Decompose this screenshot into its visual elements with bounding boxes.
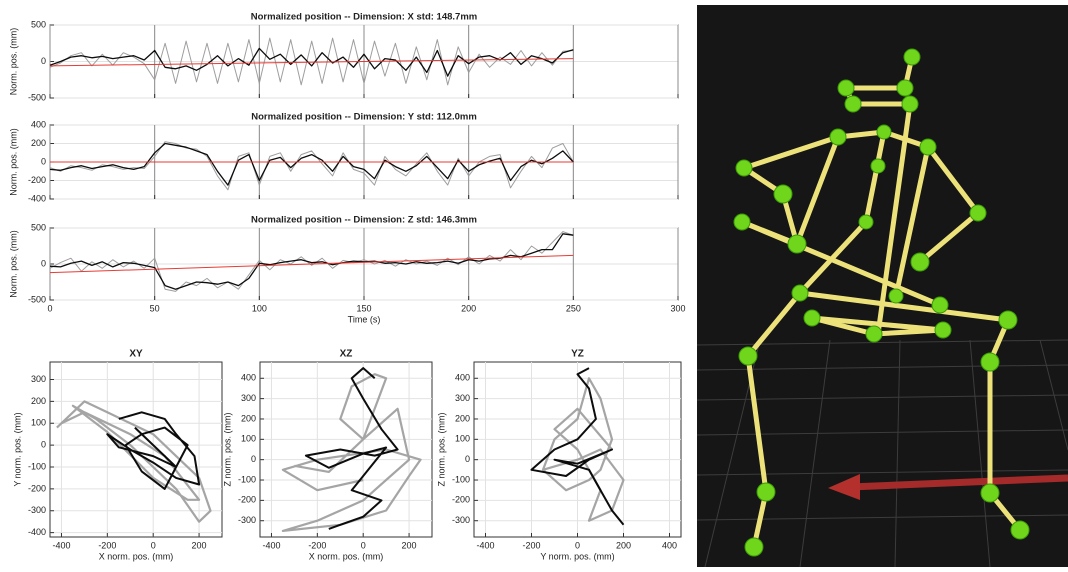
x-tick-label: -400: [262, 540, 280, 550]
chart-title: XZ: [340, 349, 353, 360]
chart-title: Normalized position -- Dimension: X std:…: [251, 12, 477, 23]
x-tick-label: 300: [670, 303, 685, 313]
y-tick-label: 300: [455, 393, 470, 403]
y-tick-label: -100: [28, 461, 46, 471]
x-axis-label: Y norm. pos. (mm): [540, 551, 614, 561]
y-axis-label: Z norm. pos. (mm): [222, 412, 232, 486]
y-tick-label: -200: [28, 175, 46, 185]
x-tick-label: -200: [522, 540, 540, 550]
y-tick-label: -300: [28, 505, 46, 515]
x-tick-label: 50: [150, 303, 160, 313]
chart-title: Normalized position -- Dimension: Z std:…: [251, 215, 477, 226]
y-tick-label: -100: [238, 474, 256, 484]
x-tick-label: -200: [308, 540, 326, 550]
x-axis-label: X norm. pos. (mm): [99, 551, 174, 561]
y-tick-label: 500: [31, 19, 46, 29]
y-tick-label: 100: [455, 434, 470, 444]
y-tick-label: 100: [241, 434, 256, 444]
x-tick-label: 250: [566, 303, 581, 313]
y-tick-label: -300: [452, 515, 470, 525]
series-line: [49, 47, 574, 77]
series-line: [530, 367, 625, 526]
series-line: [304, 367, 399, 530]
y-tick-label: 300: [241, 393, 256, 403]
y-tick-label: -300: [238, 515, 256, 525]
y-tick-label: 400: [455, 373, 470, 383]
panel: -400 -300 -200 -100 0 100 200 300 -400 -200 0 200 XY…: [12, 349, 223, 561]
x-tick-label: 400: [662, 540, 677, 550]
chart-title: XY: [129, 349, 143, 360]
y-axis-label: Z norm. pos. (mm): [436, 412, 446, 486]
x-tick-label: 200: [192, 540, 207, 550]
y-tick-label: 0: [41, 56, 46, 66]
x-tick-label: -400: [52, 540, 70, 550]
y-tick-label: 0: [251, 454, 256, 464]
y-tick-label: -400: [28, 527, 46, 537]
x-tick-label: 200: [616, 540, 631, 550]
y-axis-label: Norm. pos. (mm): [8, 28, 18, 96]
y-tick-label: 0: [465, 454, 470, 464]
y-tick-label: 300: [31, 374, 46, 384]
x-tick-label: -400: [476, 540, 494, 550]
y-tick-label: -500: [28, 92, 46, 102]
chart-title: Normalized position -- Dimension: Y std:…: [251, 112, 477, 123]
y-tick-label: -200: [452, 495, 470, 505]
joints: [733, 48, 1030, 557]
y-tick-label: 400: [31, 119, 46, 129]
series-line: [49, 254, 574, 274]
y-tick-label: 200: [455, 413, 470, 423]
x-tick-label: 200: [461, 303, 476, 313]
y-tick-label: -100: [452, 474, 470, 484]
series-line: [106, 411, 201, 490]
x-tick-label: 0: [575, 540, 580, 550]
y-tick-label: 0: [41, 258, 46, 268]
y-tick-label: 200: [31, 138, 46, 148]
x-axis-label: Time (s): [348, 314, 381, 324]
y-tick-label: -200: [238, 495, 256, 505]
chart-title: YZ: [571, 349, 584, 360]
x-tick-label: 0: [151, 540, 156, 550]
x-axis-label: X norm. pos. (mm): [309, 551, 384, 561]
y-tick-label: -500: [28, 294, 46, 304]
series-line: [49, 37, 574, 86]
x-tick-label: 0: [361, 540, 366, 550]
y-tick-label: 200: [31, 396, 46, 406]
x-tick-label: 200: [402, 540, 417, 550]
x-tick-label: -200: [98, 540, 116, 550]
panel: -300 -200 -100 0 100 200 300 400 -400 -200 0 200 XZ X…: [222, 349, 433, 561]
panel: -400 -200 0 200 400 Normalized position -- Di…: [8, 112, 679, 203]
x-tick-label: 0: [47, 303, 52, 313]
series-line: [541, 377, 625, 522]
y-tick-label: 200: [241, 413, 256, 423]
panel: -500 0 500 Normalized position -- Dimension…: [8, 12, 679, 102]
y-axis-label: Norm. pos. (mm): [8, 128, 18, 196]
floor-grid: [696, 339, 1068, 568]
x-tick-label: 150: [356, 303, 371, 313]
y-tick-label: 100: [31, 418, 46, 428]
y-tick-label: -400: [28, 193, 46, 203]
skeleton-view: [696, 5, 1068, 568]
y-axis-label: Y norm. pos. (mm): [12, 412, 22, 486]
x-tick-label: 100: [252, 303, 267, 313]
red-arrow: [828, 474, 1068, 500]
y-tick-label: 0: [41, 440, 46, 450]
y-tick-label: 500: [31, 222, 46, 232]
panel: -300 -200 -100 0 100 200 300 400 -400 -200 0 200 400…: [436, 349, 682, 561]
y-tick-label: 0: [41, 156, 46, 166]
y-tick-label: 400: [241, 373, 256, 383]
y-tick-label: -200: [28, 483, 46, 493]
series-line: [49, 233, 574, 290]
y-axis-label: Norm. pos. (mm): [8, 230, 18, 298]
series-line: [49, 58, 574, 67]
